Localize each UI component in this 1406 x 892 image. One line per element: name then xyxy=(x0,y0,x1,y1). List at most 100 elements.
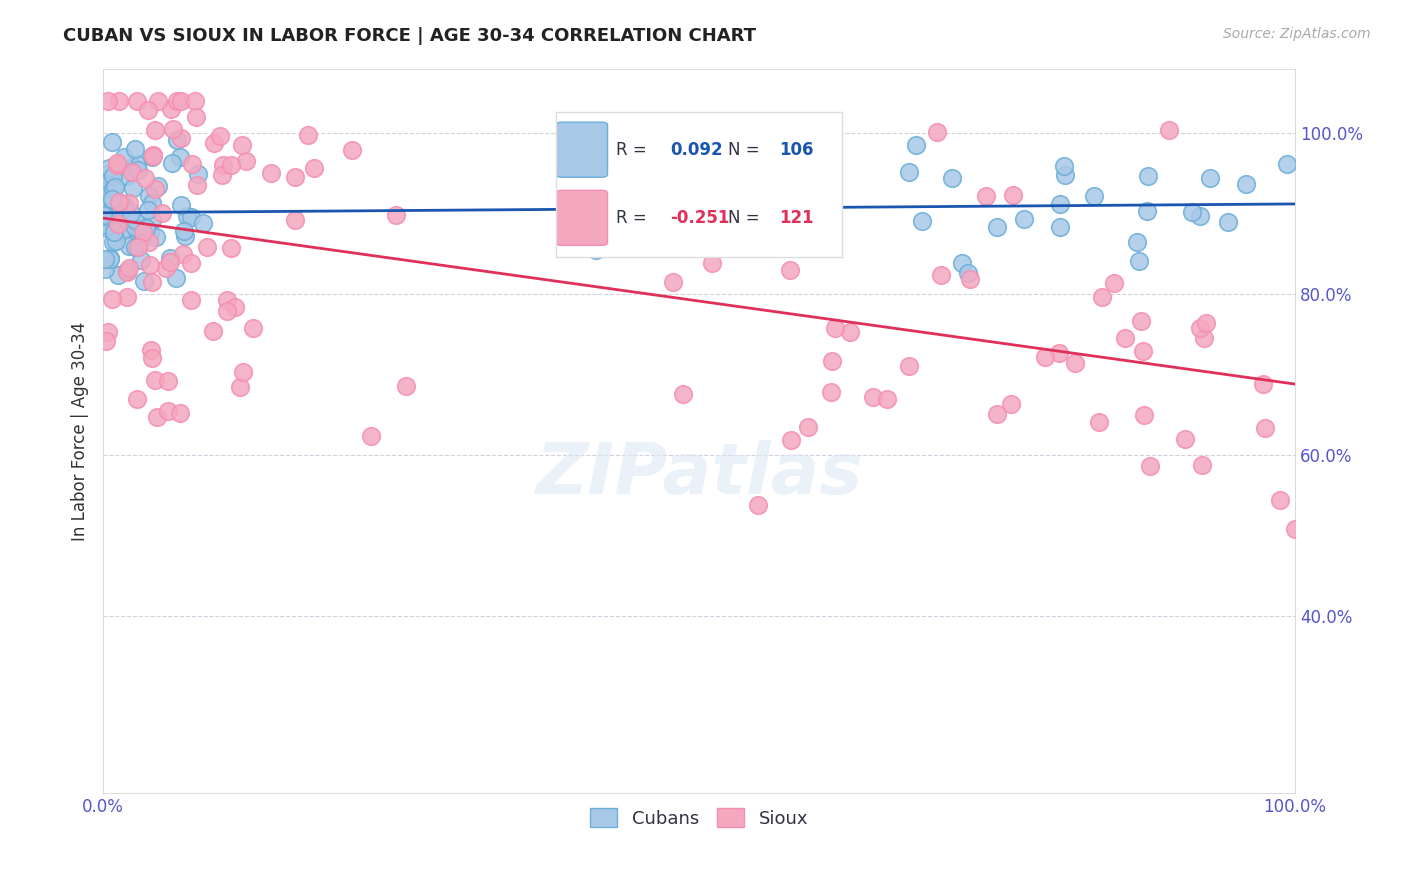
Point xyxy=(136,103,159,117)
Point xyxy=(797,420,820,434)
Point xyxy=(103,226,125,240)
Point xyxy=(664,178,686,192)
Point xyxy=(169,406,191,420)
Point xyxy=(93,218,115,232)
Point xyxy=(824,321,846,335)
Legend: Cubans, Sioux: Cubans, Sioux xyxy=(583,801,815,835)
Point xyxy=(905,137,928,152)
Point xyxy=(897,165,920,179)
Point xyxy=(1114,331,1136,345)
Point xyxy=(191,216,214,230)
Point xyxy=(94,211,117,226)
Point xyxy=(127,156,149,170)
Point xyxy=(1049,197,1071,211)
Point xyxy=(395,379,418,393)
Point xyxy=(141,151,163,165)
Point xyxy=(157,404,180,418)
Point xyxy=(97,325,120,339)
Point xyxy=(820,384,842,399)
Point xyxy=(115,290,138,304)
Point xyxy=(1133,409,1156,423)
Point xyxy=(1216,215,1239,229)
Point xyxy=(104,234,127,248)
Point xyxy=(617,153,640,168)
Point xyxy=(165,270,187,285)
Point xyxy=(98,252,121,266)
Point xyxy=(173,229,195,244)
Text: CUBAN VS SIOUX IN LABOR FORCE | AGE 30-34 CORRELATION CHART: CUBAN VS SIOUX IN LABOR FORCE | AGE 30-3… xyxy=(63,27,756,45)
Point xyxy=(138,235,160,250)
Point xyxy=(242,321,264,335)
Point xyxy=(166,132,188,146)
Point xyxy=(195,240,218,254)
Point xyxy=(170,198,193,212)
Point xyxy=(105,156,128,170)
Point xyxy=(1268,492,1291,507)
Point xyxy=(1234,178,1257,192)
Point xyxy=(141,195,163,210)
Point xyxy=(793,202,815,216)
Point xyxy=(1136,169,1159,183)
Point xyxy=(166,94,188,108)
Point xyxy=(1126,235,1149,249)
Point xyxy=(159,252,181,266)
Point xyxy=(146,94,169,108)
Point xyxy=(91,208,114,222)
Point xyxy=(120,206,142,220)
Point xyxy=(108,208,131,222)
Point xyxy=(143,123,166,137)
Point xyxy=(118,260,141,275)
Point xyxy=(96,221,118,235)
Point xyxy=(172,247,194,261)
Point xyxy=(94,167,117,181)
Point xyxy=(662,275,685,289)
Point xyxy=(94,209,117,223)
Point xyxy=(1047,346,1070,360)
Point xyxy=(97,94,120,108)
Point xyxy=(707,167,730,181)
Point xyxy=(1087,415,1109,429)
Point xyxy=(187,167,209,181)
Point xyxy=(302,161,325,176)
Point xyxy=(112,150,135,164)
Point xyxy=(145,230,167,244)
Point xyxy=(121,160,143,174)
Point xyxy=(107,217,129,231)
Point xyxy=(103,169,125,183)
Point xyxy=(150,205,173,219)
Point xyxy=(107,199,129,213)
Point xyxy=(1132,343,1154,358)
Point xyxy=(219,158,242,172)
Point xyxy=(186,110,208,124)
Point xyxy=(127,240,149,254)
Point xyxy=(141,213,163,227)
Point xyxy=(101,192,124,206)
Point xyxy=(897,359,920,374)
Point xyxy=(180,210,202,224)
Point xyxy=(1083,188,1105,202)
Point xyxy=(671,387,693,401)
Point xyxy=(1251,376,1274,391)
Point xyxy=(1012,212,1035,227)
Point xyxy=(94,188,117,202)
Point xyxy=(941,170,963,185)
Point xyxy=(124,220,146,235)
Point xyxy=(1064,356,1087,370)
Point xyxy=(173,224,195,238)
Point xyxy=(640,223,662,237)
Point xyxy=(134,274,156,288)
Point xyxy=(139,343,162,357)
Point xyxy=(986,219,1008,234)
Point xyxy=(1053,159,1076,173)
Point xyxy=(159,255,181,269)
Point xyxy=(100,135,122,149)
Point xyxy=(111,224,134,238)
Point xyxy=(117,208,139,222)
Point xyxy=(770,179,793,194)
Point xyxy=(1136,204,1159,219)
Point xyxy=(1128,254,1150,268)
Point xyxy=(155,260,177,275)
Point xyxy=(340,144,363,158)
Point xyxy=(228,379,250,393)
Point xyxy=(169,150,191,164)
